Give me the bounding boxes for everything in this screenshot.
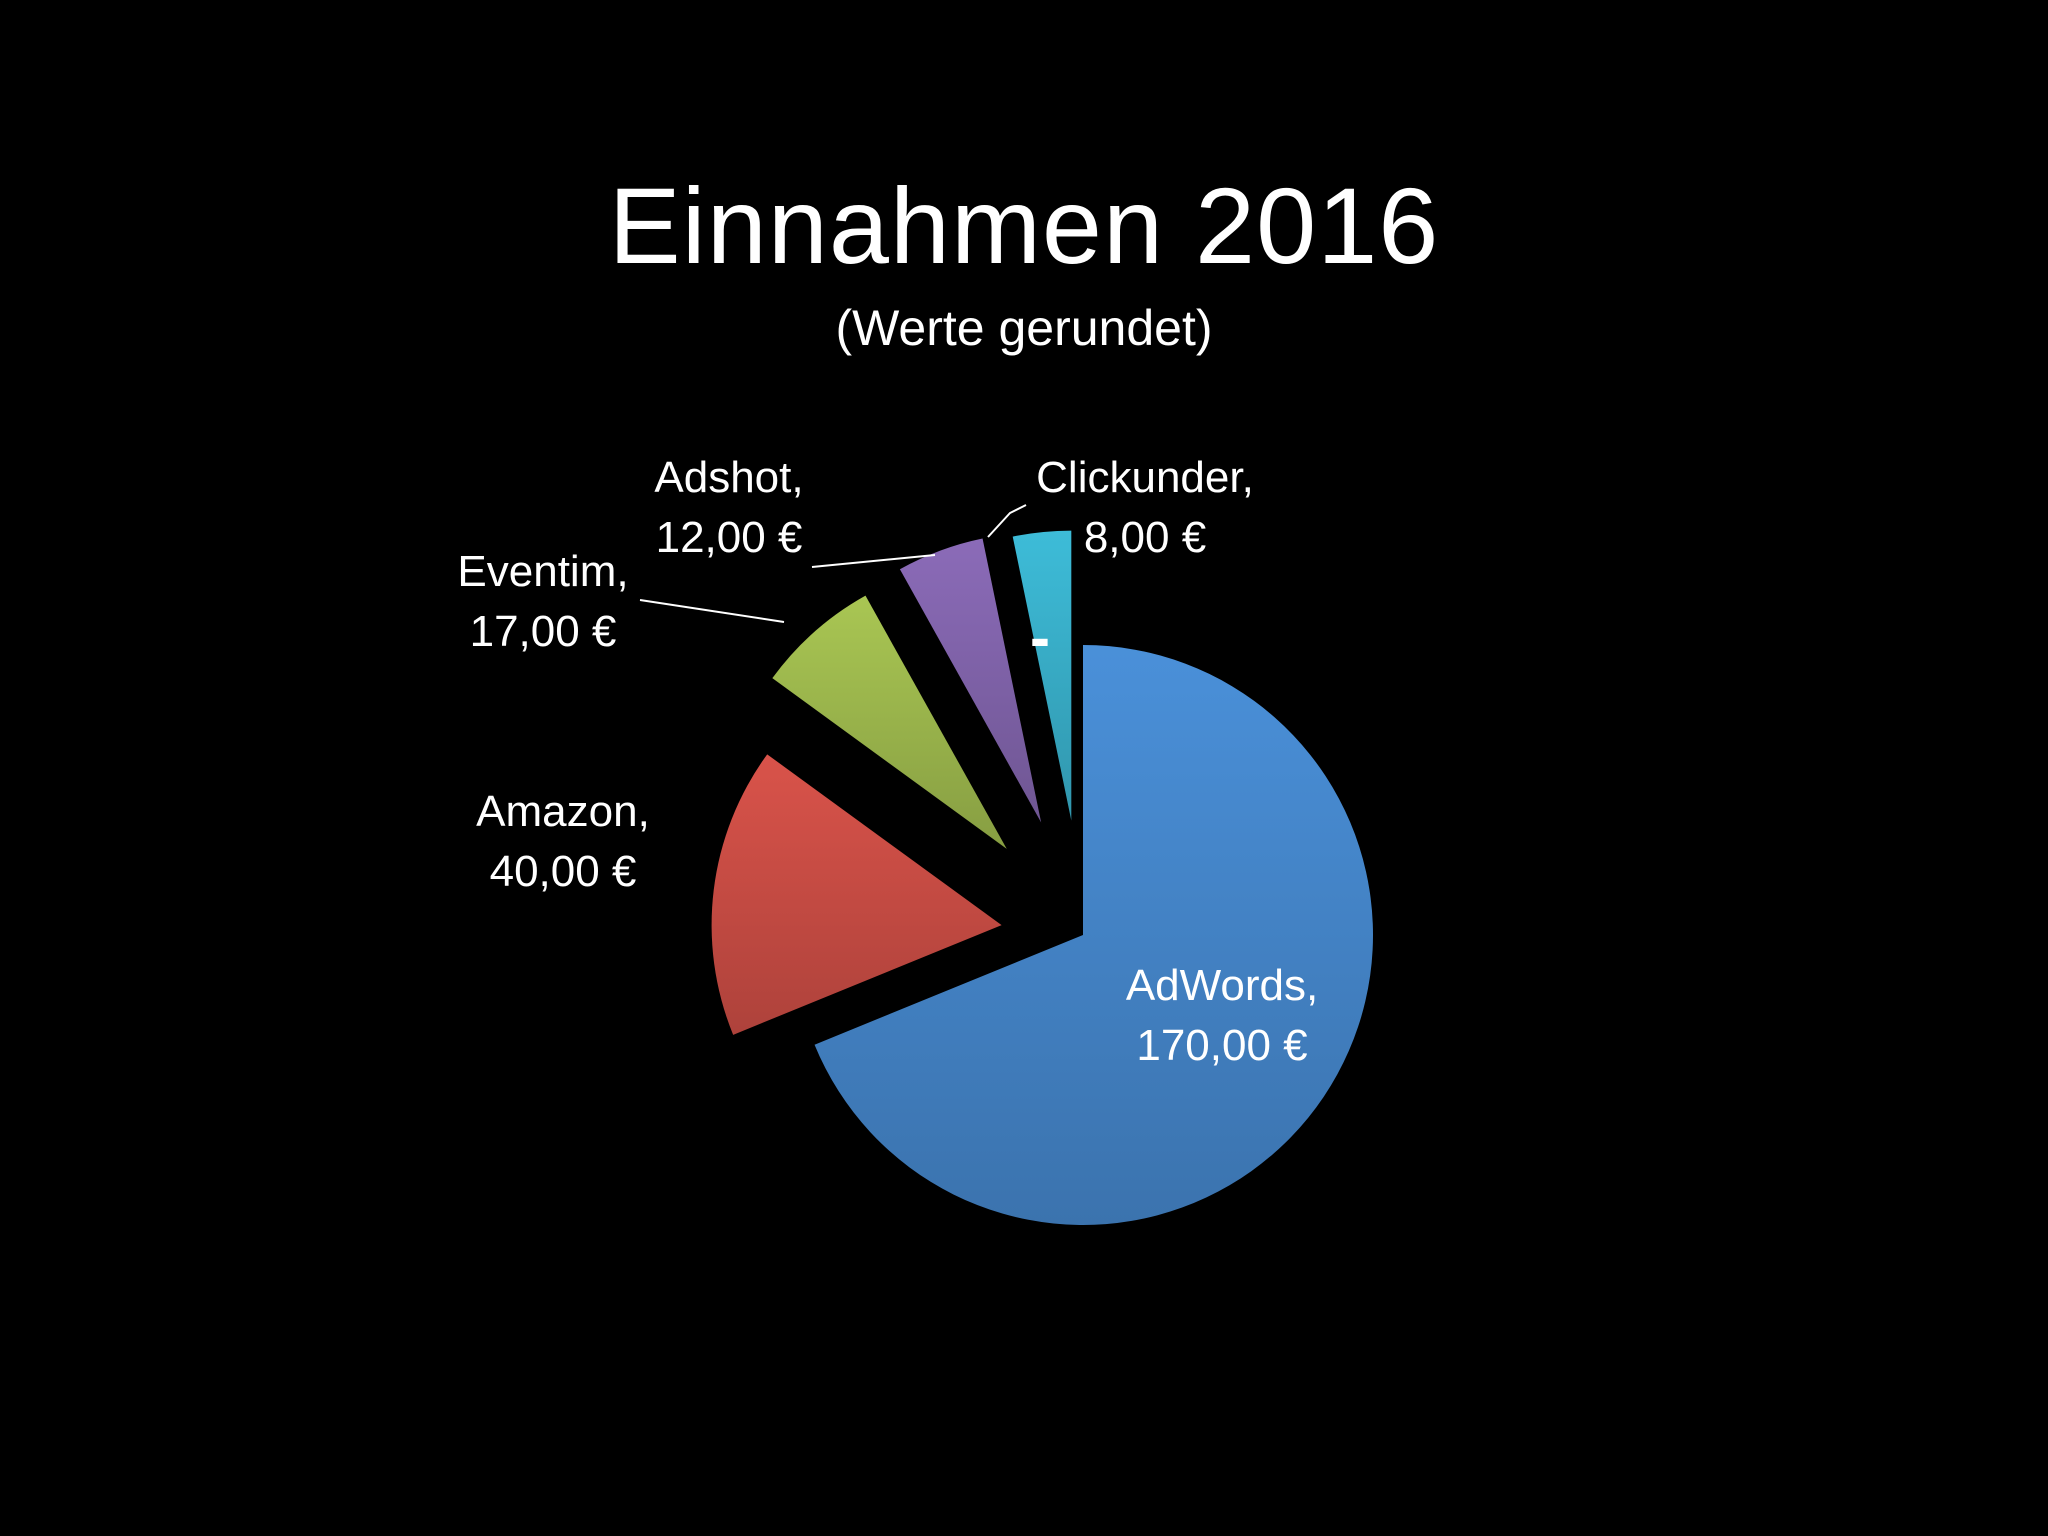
data-label-value-adwords: 170,00 € — [1136, 1021, 1307, 1070]
chart-title: Einnahmen 2016 — [608, 165, 1440, 286]
data-label-value-adshot: 12,00 € — [656, 513, 803, 562]
data-label-name-amazon: Amazon, — [476, 787, 650, 836]
data-label-name-adshot: Adshot, — [654, 453, 803, 502]
data-label-value-eventim: 17,00 € — [470, 607, 617, 656]
pie-slice-adwords — [814, 645, 1373, 1225]
data-label-name-eventim: Eventim, — [457, 547, 628, 596]
data-label-name-clickunder: Clickunder, — [1036, 453, 1254, 502]
pie-slice-amazon — [711, 754, 1002, 1035]
pie-slice-clickunder — [1012, 530, 1072, 821]
pie-slice-adshot — [899, 538, 1042, 823]
stray-dash-mark: - — [1030, 604, 1050, 671]
data-label-value-clickunder: 8,00 € — [1084, 513, 1206, 562]
leader-line-adshot — [811, 554, 936, 568]
data-label-name-adwords: AdWords, — [1126, 961, 1318, 1010]
pie-slice-eventim — [772, 595, 1007, 849]
data-label-value-amazon: 40,00 € — [490, 847, 637, 896]
leader-line-eventim — [639, 599, 785, 623]
chart-subtitle: (Werte gerundet) — [835, 300, 1213, 356]
leader-line-clickunder — [987, 504, 1027, 538]
